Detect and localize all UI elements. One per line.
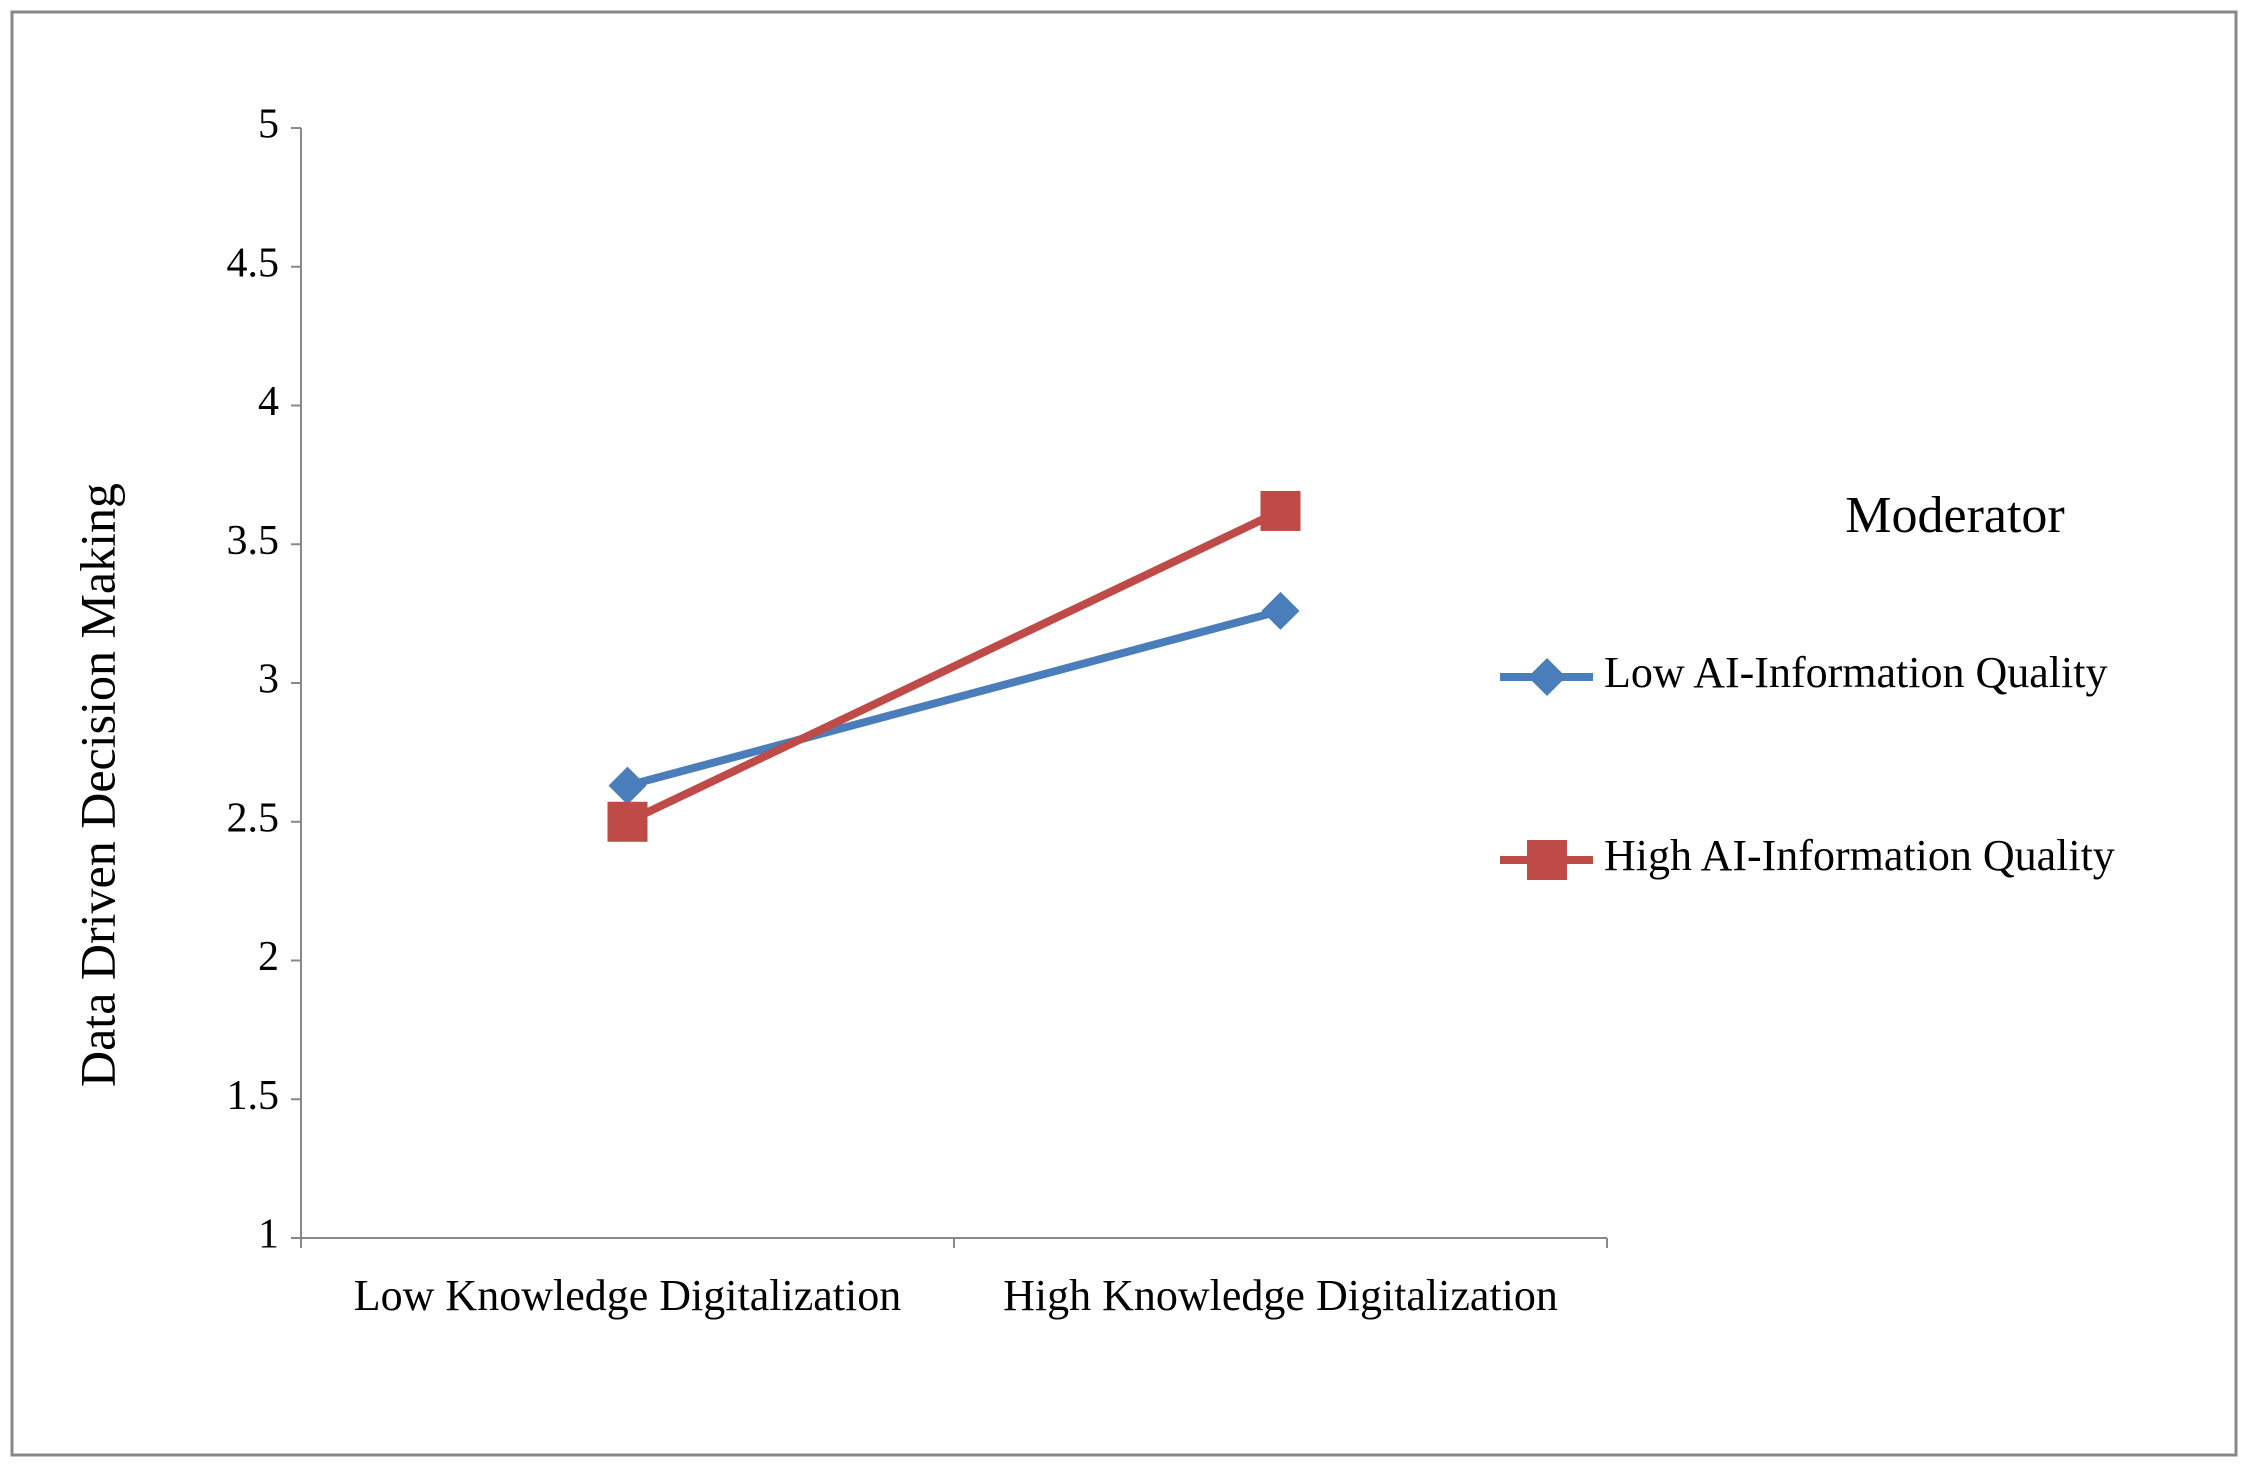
y-tick-label: 5 — [258, 102, 279, 148]
y-tick-label: 1.5 — [227, 1073, 280, 1119]
x-tick-label: Low Knowledge Digitalization — [354, 1271, 901, 1320]
point-marker — [607, 801, 648, 842]
y-tick-label: 3 — [258, 657, 279, 703]
point-marker — [1261, 591, 1300, 630]
x-tick-label: High Knowledge Digitalization — [1003, 1271, 1558, 1320]
y-tick-label: 3.5 — [227, 518, 280, 564]
y-tick-label: 2 — [258, 934, 279, 980]
legend-marker — [1528, 658, 1566, 696]
legend-marker — [1527, 840, 1567, 880]
chart-border — [10, 10, 2238, 1457]
series-line — [626, 606, 1282, 790]
y-tick-label: 4.5 — [227, 240, 280, 286]
point-marker — [1260, 490, 1301, 531]
y-tick-label: 4 — [258, 379, 279, 425]
legend-label: Low AI-Information Quality — [1604, 648, 2107, 697]
y-tick-label: 2.5 — [227, 795, 280, 841]
legend-title: Moderator — [1845, 487, 2064, 544]
point-marker — [608, 766, 647, 805]
series-line — [625, 507, 1283, 826]
legend-label: High AI-Information Quality — [1604, 831, 2115, 880]
y-axis-title: Data Driven Decision Making — [69, 483, 125, 1087]
y-tick-label: 1 — [258, 1212, 279, 1258]
